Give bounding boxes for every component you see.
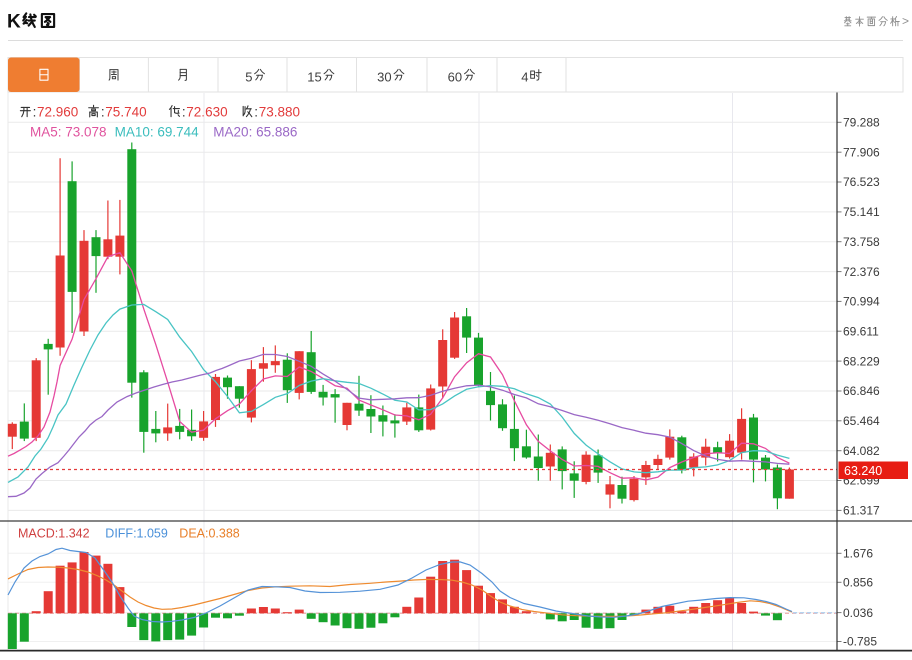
svg-text:75.740: 75.740: [105, 105, 146, 120]
svg-text:70.994: 70.994: [843, 295, 880, 309]
svg-text:1.676: 1.676: [843, 547, 873, 561]
svg-text:72.630: 72.630: [186, 105, 227, 120]
svg-text:4: 4: [521, 69, 528, 84]
svg-text:MACD:1.342: MACD:1.342: [18, 527, 90, 541]
svg-text:63.240: 63.240: [844, 464, 882, 478]
svg-text:65.464: 65.464: [843, 414, 880, 428]
svg-text:MA10: 69.744: MA10: 69.744: [115, 124, 200, 139]
svg-text:5: 5: [245, 69, 252, 84]
svg-text:73.880: 73.880: [259, 105, 300, 120]
svg-text:60: 60: [448, 69, 462, 84]
svg-text::: :: [101, 105, 105, 120]
svg-text:64.082: 64.082: [843, 444, 880, 458]
svg-text:66.846: 66.846: [843, 384, 880, 398]
svg-text:DEA:0.388: DEA:0.388: [179, 527, 240, 541]
svg-text::: :: [182, 105, 186, 120]
svg-text:73.758: 73.758: [843, 235, 880, 249]
svg-text:0.036: 0.036: [843, 606, 873, 620]
svg-text:-0.785: -0.785: [843, 635, 877, 649]
svg-text:MA20: 65.886: MA20: 65.886: [213, 124, 297, 139]
svg-text:61.317: 61.317: [843, 504, 880, 518]
svg-text::: :: [254, 105, 258, 120]
svg-text:DIFF:1.059: DIFF:1.059: [105, 527, 168, 541]
svg-text:72.376: 72.376: [843, 265, 880, 279]
svg-text:68.229: 68.229: [843, 354, 880, 368]
svg-text:77.906: 77.906: [843, 145, 880, 159]
svg-text:79.288: 79.288: [843, 116, 880, 130]
svg-text:69.611: 69.611: [843, 324, 879, 338]
svg-text:>: >: [902, 14, 909, 28]
svg-text:MA5: 73.078: MA5: 73.078: [30, 124, 107, 139]
svg-text:76.523: 76.523: [843, 175, 880, 189]
svg-text::: :: [33, 105, 37, 120]
svg-text:0.856: 0.856: [843, 576, 873, 590]
svg-text:30: 30: [377, 69, 391, 84]
svg-text:K: K: [7, 12, 21, 33]
svg-text:72.960: 72.960: [37, 105, 78, 120]
svg-text:15: 15: [307, 69, 321, 84]
svg-text:75.141: 75.141: [843, 205, 880, 219]
